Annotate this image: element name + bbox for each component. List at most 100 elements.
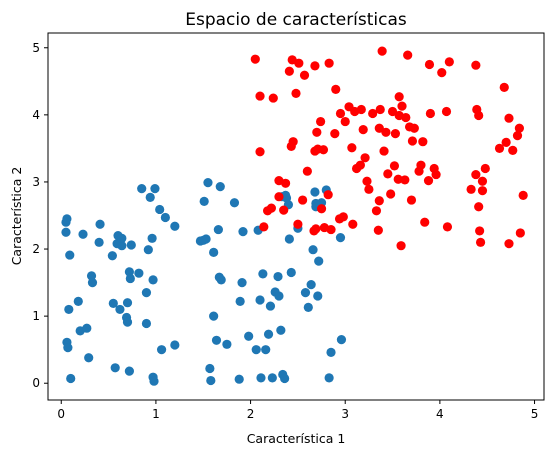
scatter-point-series-0-12 [78,229,88,239]
scatter-point-series-1-85 [431,169,441,180]
scatter-point-series-1-71 [401,112,411,123]
scatter-point-series-0-41 [149,376,159,386]
scatter-point-series-0-45 [160,212,170,223]
scatter-point-series-0-81 [276,325,286,335]
scatter-point-series-1-58 [379,146,389,156]
scatter-point-series-0-91 [300,288,311,298]
scatter-point-series-1-29 [318,145,329,155]
scatter-point-series-0-22 [115,304,125,315]
scatter-point-series-0-15 [94,237,104,247]
scatter-point-series-0-16 [95,219,105,229]
scatter-point-series-1-33 [326,224,336,235]
scatter-point-series-1-66 [394,92,404,102]
scatter-point-series-0-26 [122,298,133,308]
scatter-point-series-0-99 [314,256,324,266]
scatter-point-series-1-6 [268,93,278,103]
scatter-point-series-1-62 [387,106,398,117]
scatter-point-series-1-65 [393,174,403,184]
scatter-point-series-1-19 [299,70,310,80]
x-tick-label-0: 0 [57,407,65,421]
scatter-point-series-1-5 [266,203,276,213]
scatter-point-series-0-71 [255,295,265,305]
scatter-point-series-1-96 [475,226,485,236]
scatter-point-series-1-25 [312,127,322,137]
scatter-point-series-0-44 [156,345,167,355]
plot-area-frame [47,32,545,401]
y-tick-label-1: 1 [32,309,40,323]
scatter-point-series-1-59 [381,127,391,137]
scatter-point-series-1-74 [406,195,417,205]
scatter-point-series-1-42 [348,219,358,229]
scatter-point-series-0-32 [134,268,144,278]
scatter-point-series-0-64 [234,374,244,384]
scatter-point-series-0-18 [108,298,118,308]
scatter-point-series-0-31 [125,273,135,284]
scatter-point-series-1-14 [288,137,298,147]
scatter-point-series-0-68 [244,331,254,341]
scatter-point-series-1-94 [474,110,484,121]
scatter-point-series-1-104 [504,239,514,249]
scatter-point-series-0-75 [263,329,274,339]
scatter-point-series-0-74 [261,345,271,355]
scatter-point-series-0-33 [137,184,147,194]
scatter-point-series-1-27 [316,116,326,127]
scatter-point-series-1-92 [471,169,481,180]
y-tick-label-2: 2 [32,242,40,256]
scatter-point-series-0-72 [256,373,266,383]
scatter-point-series-1-69 [397,101,407,111]
scatter-point-series-1-15 [291,88,301,98]
scatter-point-series-1-46 [356,104,366,115]
scatter-point-series-0-104 [335,233,346,243]
scatter-point-series-1-60 [383,169,393,179]
scatter-point-series-0-43 [155,204,165,215]
scatter-point-series-0-29 [124,366,134,376]
y-axis: 0 1 2 3 4 5 [32,41,48,390]
scatter-point-series-1-63 [389,161,400,171]
scatter-point-series-0-50 [199,196,209,206]
scatter-point-series-1-99 [477,186,488,196]
scatter-point-series-1-54 [374,123,384,133]
scatter-point-series-1-86 [437,67,447,78]
scatter-point-series-1-56 [375,104,385,115]
scatter-point-series-1-16 [293,219,303,229]
scatter-point-series-0-27 [122,317,133,327]
scatter-point-series-1-109 [515,228,525,238]
scatter-point-series-0-63 [229,198,240,208]
scatter-point-series-1-9 [279,205,289,215]
scatter-point-series-1-52 [371,206,382,216]
scatter-point-series-0-60 [215,182,225,192]
scatter-point-series-1-24 [311,224,321,234]
points-layer [61,46,528,386]
scatter-point-series-0-53 [205,363,215,374]
scatter-point-series-1-0 [250,54,260,64]
scatter-point-series-1-38 [338,212,348,222]
scatter-point-series-1-35 [331,84,341,94]
scatter-point-series-1-47 [358,125,368,135]
scatter-point-series-0-7 [66,373,76,384]
scatter-point-series-1-18 [298,195,308,205]
scatter-point-series-1-89 [444,57,454,67]
scatter-point-series-0-69 [251,345,261,355]
scatter-point-series-1-68 [396,241,406,251]
scatter-point-series-0-54 [206,375,216,386]
scatter-point-series-1-32 [324,58,334,68]
scatter-point-series-1-106 [508,145,518,156]
scatter-point-series-0-5 [63,343,73,353]
scatter-point-series-0-28 [124,267,134,277]
x-tick-label-2: 2 [247,407,255,421]
scatter-point-series-1-45 [355,160,365,170]
scatter-point-series-1-57 [377,46,387,56]
scatter-point-series-1-10 [280,178,291,188]
y-tick-label-5: 5 [32,41,40,55]
scatter-point-series-0-62 [222,339,232,349]
scatter-point-series-1-37 [335,108,346,119]
scatter-point-series-1-70 [400,175,410,185]
x-tick-label-4: 4 [436,407,444,421]
scatter-point-series-1-64 [390,129,400,139]
scatter-point-series-1-1 [255,91,265,101]
scatter-point-series-0-66 [237,277,247,288]
x-axis-label: Característica 1 [247,431,346,446]
scatter-point-series-0-65 [235,296,245,306]
scatter-point-series-1-83 [425,108,436,119]
scatter-point-series-0-6 [64,304,74,315]
